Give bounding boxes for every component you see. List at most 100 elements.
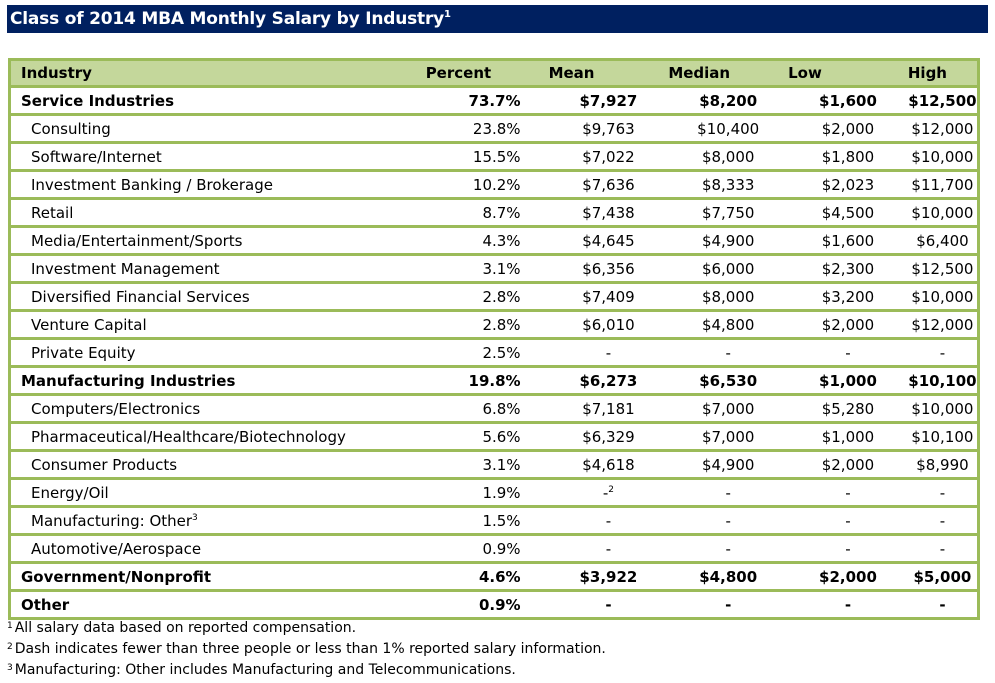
cell-median-text: $8,000 — [701, 287, 755, 306]
cell-low-text: - — [845, 539, 851, 558]
cell-percent-text: 1.9% — [482, 483, 521, 502]
cell-mean: $7,181 — [548, 393, 669, 423]
cell-industry-text: Energy/Oil — [31, 483, 109, 502]
cell-mean: $6,356 — [548, 253, 669, 283]
cell-median-text: $7,000 — [701, 427, 755, 446]
cell-percent-text: 3.1% — [482, 455, 521, 474]
cell-low: $1,000 — [788, 421, 908, 451]
cell-industry-text: Other — [21, 595, 70, 614]
cell-percent: 4.3% — [425, 225, 549, 255]
cell-industry-text: Manufacturing Industries — [21, 371, 236, 390]
table-row: Diversified Financial Services 2.8% $7,409… — [9, 281, 979, 311]
cell-median: $4,900 — [668, 225, 789, 255]
cell-median: $7,750 — [668, 197, 789, 227]
cell-percent: 23.8% — [425, 113, 549, 143]
title-text: Class of 2014 MBA Monthly Salary by Indu… — [10, 9, 445, 29]
cell-percent: 1.5% — [425, 505, 549, 535]
page-title: Class of 2014 MBA Monthly Salary by Indu… — [7, 5, 988, 33]
cell-low: $3,200 — [788, 281, 908, 311]
cell-industry: Retail — [9, 197, 426, 227]
footnote-ref: 2 — [608, 484, 615, 495]
cell-mean-text: $4,618 — [582, 455, 635, 474]
cell-high-text: $10,000 — [911, 399, 974, 418]
cell-mean-text: - — [605, 595, 612, 614]
cell-median-text: $4,800 — [699, 567, 758, 586]
cell-high-text: $12,000 — [911, 315, 974, 334]
cell-high: - — [907, 533, 979, 563]
cell-high: $10,100 — [907, 365, 979, 395]
table-row: Pharmaceutical/Healthcare/Biotechnology 5… — [9, 421, 979, 451]
cell-low-text: $3,200 — [821, 287, 875, 306]
cell-industry: Software/Internet — [9, 141, 426, 171]
cell-median: $4,800 — [668, 561, 789, 591]
salary-table: Industry Percent Mean Median Low High Se… — [8, 58, 980, 620]
cell-industry-text: Diversified Financial Services — [31, 287, 250, 306]
cell-mean-text: $7,022 — [582, 147, 635, 166]
table-row: Software/Internet 15.5% $7,022 $8,000 $1,800… — [9, 141, 979, 171]
cell-percent: 8.7% — [425, 197, 549, 227]
cell-median: $7,000 — [668, 393, 789, 423]
cell-industry-text: Automotive/Aerospace — [31, 539, 202, 558]
cell-mean: -2 — [548, 477, 669, 507]
cell-mean: $7,438 — [548, 197, 669, 227]
table-row: Venture Capital 2.8% $6,010 $4,800 $2,000 $12… — [9, 309, 979, 339]
cell-median: $8,000 — [668, 281, 789, 311]
cell-high-text: $10,100 — [908, 371, 977, 390]
cell-percent: 19.8% — [425, 365, 549, 395]
cell-mean-text: $7,636 — [582, 175, 635, 194]
table-row: Consumer Products 3.1% $4,618 $4,900 $2,000 $… — [9, 449, 979, 479]
footnote-ref: 3 — [192, 512, 198, 523]
cell-high-text: $11,700 — [911, 175, 974, 194]
cell-high-text: $12,000 — [911, 119, 974, 138]
cell-median: $8,333 — [668, 169, 789, 199]
footnotes: 1 All salary data based on reported compe… — [7, 618, 606, 681]
cell-median: $8,200 — [668, 85, 789, 115]
cell-median: $10,400 — [668, 113, 789, 143]
cell-median-text: $8,333 — [701, 175, 755, 194]
cell-high-text: $10,000 — [911, 147, 974, 166]
cell-mean-text: $7,409 — [582, 287, 635, 306]
cell-median-text: - — [725, 595, 732, 614]
cell-mean-text: - — [605, 511, 612, 530]
cell-industry-text: Media/Entertainment/Sports — [31, 231, 243, 250]
table-row: Automotive/Aerospace 0.9% - - - - — [9, 533, 979, 563]
cell-industry-text: Service Industries — [21, 91, 174, 110]
cell-industry: Computers/Electronics — [9, 393, 426, 423]
cell-mean-text: $6,273 — [579, 371, 638, 390]
cell-percent: 15.5% — [425, 141, 549, 171]
cell-percent: 10.2% — [425, 169, 549, 199]
cell-percent: 2.8% — [425, 309, 549, 339]
cell-percent: 0.9% — [425, 589, 549, 619]
cell-percent-text: 15.5% — [472, 147, 521, 166]
cell-industry: Consulting — [9, 113, 426, 143]
cell-industry-text: Retail — [31, 203, 74, 222]
cell-mean: $6,010 — [548, 309, 669, 339]
cell-low: - — [788, 505, 908, 535]
cell-high-text: - — [939, 511, 946, 530]
cell-low: - — [788, 477, 908, 507]
cell-industry-text: Private Equity — [31, 343, 136, 362]
cell-industry: Service Industries — [9, 85, 426, 115]
table-group-row: Manufacturing Industries 19.8% $6,273 $6,53… — [9, 365, 979, 395]
table-header-row: Industry Percent Mean Median Low High — [9, 59, 979, 87]
cell-industry-text: Pharmaceutical/Healthcare/Biotechnology — [31, 427, 346, 446]
cell-low: $2,023 — [788, 169, 908, 199]
cell-median-text: $6,530 — [699, 371, 758, 390]
cell-mean-text: $7,438 — [582, 203, 635, 222]
cell-mean-text: - — [602, 483, 609, 502]
cell-percent: 3.1% — [425, 253, 549, 283]
cell-percent-text: 73.7% — [468, 91, 521, 110]
cell-high-text: $8,990 — [916, 455, 969, 474]
cell-high: $10,100 — [907, 421, 979, 451]
cell-industry: Consumer Products — [9, 449, 426, 479]
cell-low: $2,000 — [788, 309, 908, 339]
footnote-ref: 2 — [7, 642, 13, 652]
cell-median-text: $7,750 — [701, 203, 755, 222]
cell-low-text: $2,300 — [821, 259, 875, 278]
cell-percent: 73.7% — [425, 85, 549, 115]
cell-mean-text: - — [605, 343, 612, 362]
footnote-ref: 3 — [7, 663, 13, 673]
cell-low: $2,000 — [788, 449, 908, 479]
cell-mean-text: $7,181 — [582, 399, 635, 418]
cell-low-text: - — [845, 511, 851, 530]
